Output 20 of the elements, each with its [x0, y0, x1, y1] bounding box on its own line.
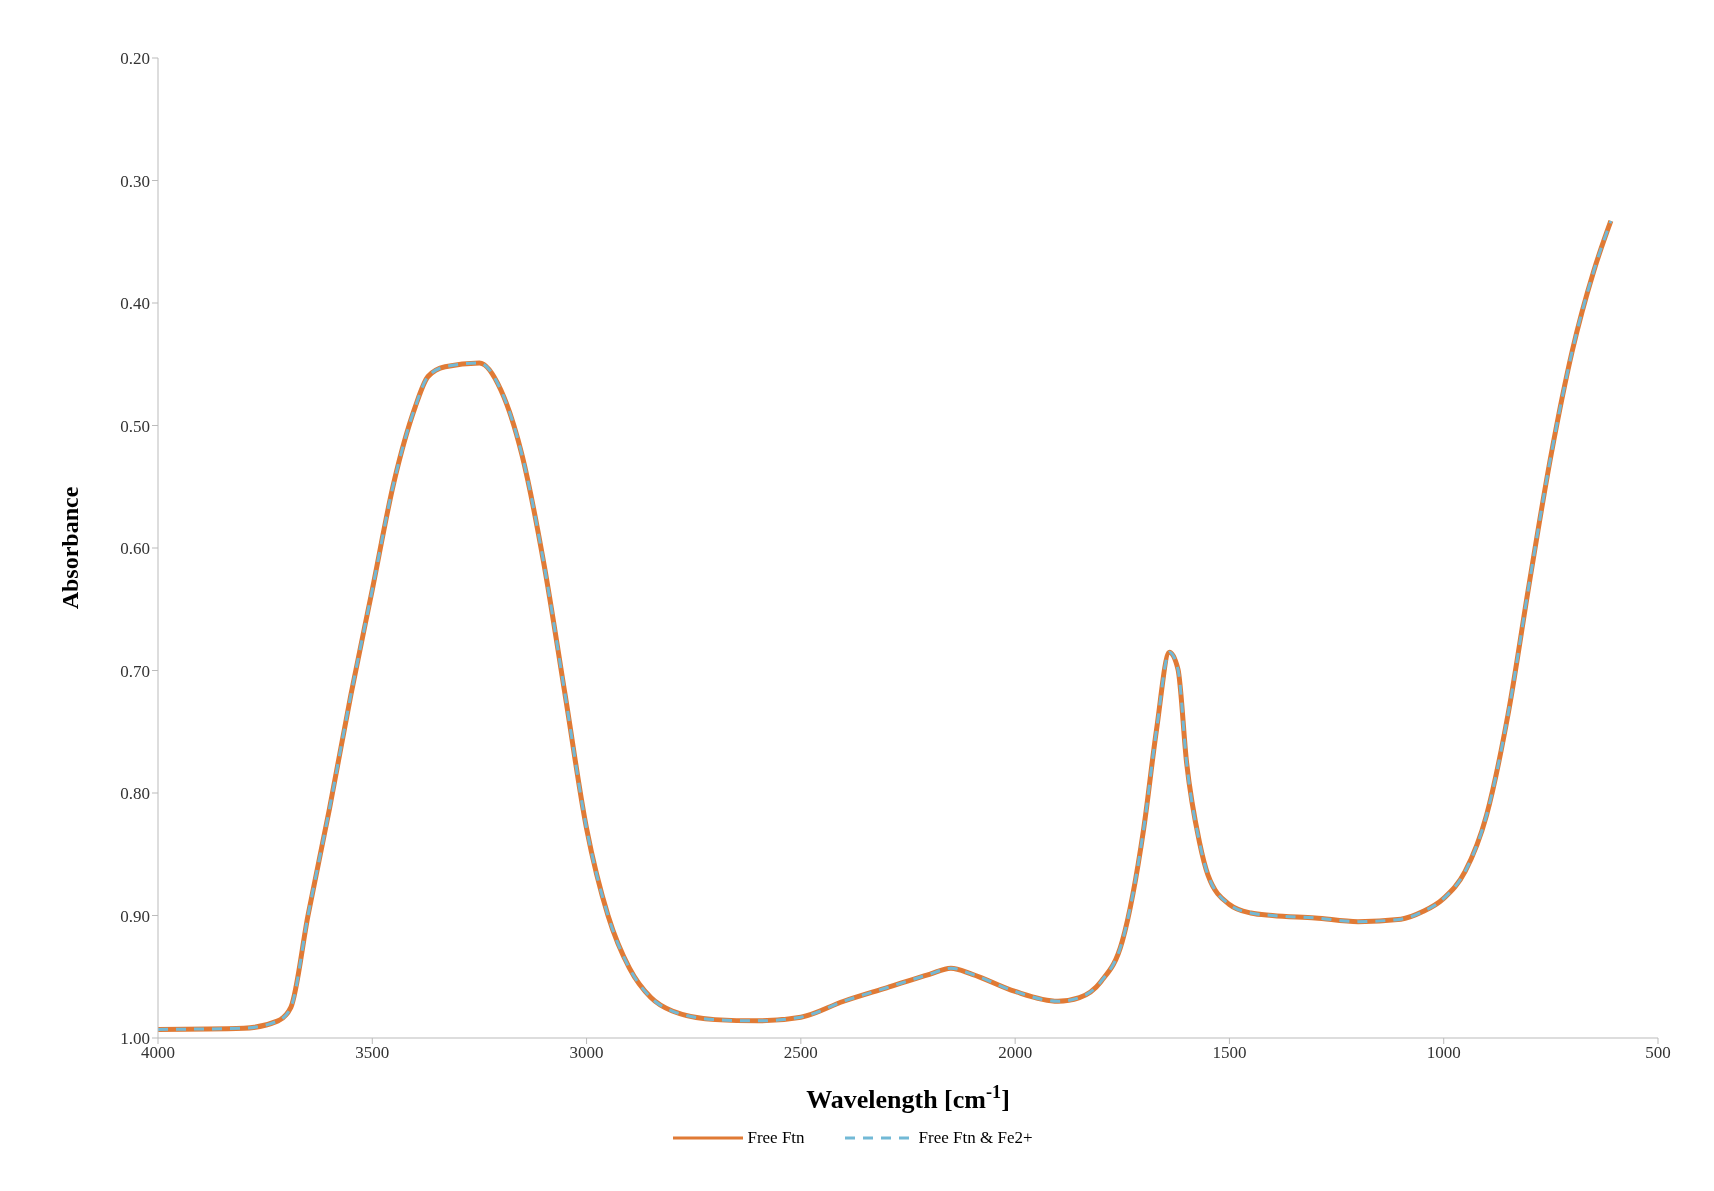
y-tick-label: 0.30 [120, 171, 150, 191]
x-tick-label: 1500 [1212, 1043, 1247, 1063]
x-axis-title: Wavelength [cm$^{-1}$] [806, 1082, 1010, 1114]
legend-label: Free Ftn & Fe2+ [918, 1128, 1033, 1148]
y-tick-label: 0.20 [120, 49, 150, 69]
x-tick-label: 4000 [141, 1043, 175, 1063]
y-axis-title: Absorbance [57, 486, 83, 610]
y-tick-label: 0.60 [120, 539, 150, 559]
y-tick-label: 0.80 [120, 784, 150, 804]
y-tick-label: 0.50 [120, 416, 150, 436]
x-tick-label: 3000 [569, 1043, 604, 1063]
y-tick-label: 0.90 [120, 906, 150, 926]
x-tick-label: 2000 [998, 1043, 1033, 1063]
x-tick-label: 1000 [1426, 1043, 1461, 1063]
y-tick-label: 0.70 [120, 661, 150, 681]
y-tick-label: 0.40 [120, 294, 150, 314]
x-tick-label: 3500 [355, 1043, 390, 1063]
legend-label: Free Ftn [747, 1128, 805, 1148]
x-tick-label: 500 [1645, 1043, 1671, 1063]
x-tick-label: 2500 [783, 1043, 818, 1063]
